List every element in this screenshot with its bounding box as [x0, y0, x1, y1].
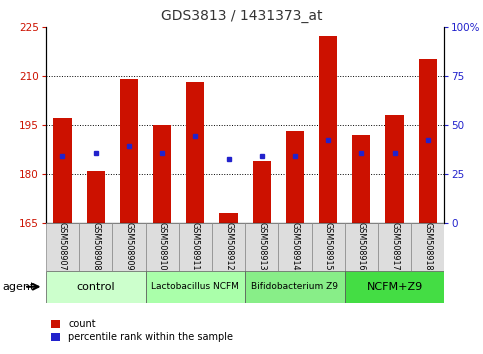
- Bar: [319, 36, 337, 223]
- FancyBboxPatch shape: [345, 223, 378, 271]
- Text: GSM508918: GSM508918: [423, 222, 432, 270]
- Text: GSM508910: GSM508910: [157, 222, 167, 270]
- Bar: [120, 79, 138, 223]
- Text: Lactobacillus NCFM: Lactobacillus NCFM: [151, 282, 239, 291]
- Bar: [53, 118, 71, 223]
- Bar: [86, 171, 105, 223]
- Text: GSM508914: GSM508914: [290, 222, 299, 270]
- FancyBboxPatch shape: [212, 223, 245, 271]
- Text: GSM508915: GSM508915: [324, 222, 333, 270]
- Legend: count, percentile rank within the sample: count, percentile rank within the sample: [51, 319, 233, 342]
- FancyBboxPatch shape: [179, 223, 212, 271]
- Text: GSM508909: GSM508909: [125, 222, 133, 270]
- FancyBboxPatch shape: [245, 271, 345, 303]
- FancyBboxPatch shape: [312, 223, 345, 271]
- Text: GSM508908: GSM508908: [91, 222, 100, 270]
- Text: Bifidobacterium Z9: Bifidobacterium Z9: [252, 282, 339, 291]
- FancyBboxPatch shape: [411, 223, 444, 271]
- Bar: [153, 125, 171, 223]
- FancyBboxPatch shape: [278, 223, 312, 271]
- Text: GDS3813 / 1431373_at: GDS3813 / 1431373_at: [161, 9, 322, 23]
- Bar: [219, 213, 238, 223]
- FancyBboxPatch shape: [245, 223, 278, 271]
- Text: GSM508917: GSM508917: [390, 222, 399, 270]
- Bar: [186, 82, 204, 223]
- FancyBboxPatch shape: [112, 223, 145, 271]
- Text: NCFM+Z9: NCFM+Z9: [367, 282, 423, 292]
- FancyBboxPatch shape: [46, 271, 145, 303]
- Text: GSM508916: GSM508916: [357, 222, 366, 270]
- Text: GSM508912: GSM508912: [224, 222, 233, 270]
- Bar: [385, 115, 404, 223]
- FancyBboxPatch shape: [145, 223, 179, 271]
- FancyBboxPatch shape: [79, 223, 112, 271]
- Text: control: control: [76, 282, 115, 292]
- Bar: [253, 161, 271, 223]
- FancyBboxPatch shape: [145, 271, 245, 303]
- Text: agent: agent: [2, 282, 35, 292]
- Text: GSM508907: GSM508907: [58, 222, 67, 270]
- Text: GSM508913: GSM508913: [257, 222, 266, 270]
- FancyBboxPatch shape: [378, 223, 411, 271]
- FancyBboxPatch shape: [46, 223, 79, 271]
- Text: GSM508911: GSM508911: [191, 222, 200, 270]
- Bar: [286, 131, 304, 223]
- Bar: [419, 59, 437, 223]
- FancyBboxPatch shape: [345, 271, 444, 303]
- Bar: [352, 135, 370, 223]
